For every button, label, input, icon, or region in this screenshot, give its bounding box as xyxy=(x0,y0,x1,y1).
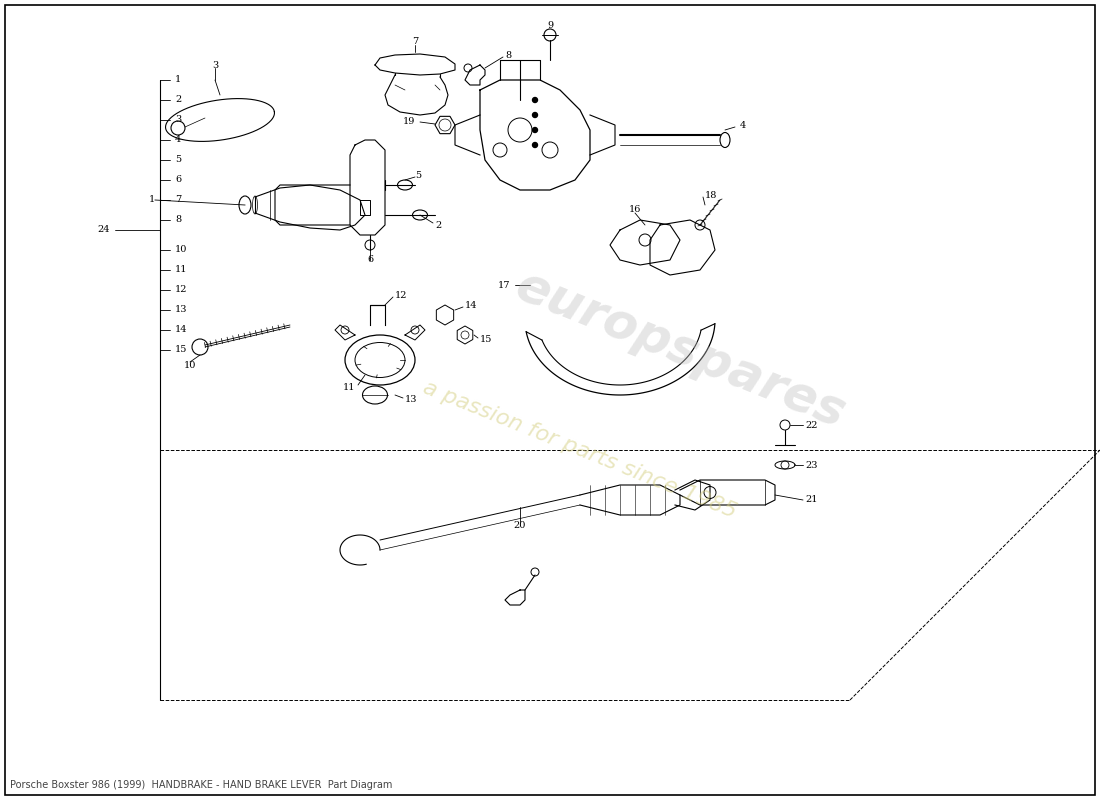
Text: 15: 15 xyxy=(480,335,493,345)
Text: Porsche Boxster 986 (1999)  HANDBRAKE - HAND BRAKE LEVER  Part Diagram: Porsche Boxster 986 (1999) HANDBRAKE - H… xyxy=(10,780,393,790)
Text: 18: 18 xyxy=(705,190,717,199)
Text: 8: 8 xyxy=(505,50,512,59)
Text: 8: 8 xyxy=(175,215,182,225)
Text: europspares: europspares xyxy=(508,262,852,438)
Text: 24: 24 xyxy=(98,226,110,234)
Text: 7: 7 xyxy=(411,38,418,46)
Text: 12: 12 xyxy=(175,286,187,294)
Text: 20: 20 xyxy=(514,521,526,530)
Text: 15: 15 xyxy=(175,346,187,354)
Text: 13: 13 xyxy=(175,306,187,314)
Text: 21: 21 xyxy=(805,495,817,505)
Text: 11: 11 xyxy=(175,266,187,274)
Text: 23: 23 xyxy=(805,461,817,470)
Text: 3: 3 xyxy=(175,115,182,125)
Text: 10: 10 xyxy=(175,246,187,254)
Circle shape xyxy=(532,127,538,133)
Text: 10: 10 xyxy=(184,361,196,370)
Text: 6: 6 xyxy=(175,175,182,185)
Text: 14: 14 xyxy=(175,326,187,334)
Text: 16: 16 xyxy=(629,206,641,214)
Text: 13: 13 xyxy=(405,395,418,405)
Text: 14: 14 xyxy=(465,301,477,310)
Text: 6: 6 xyxy=(367,255,373,265)
Circle shape xyxy=(532,142,538,147)
Text: 2: 2 xyxy=(434,221,441,230)
Circle shape xyxy=(532,98,538,102)
Text: 9: 9 xyxy=(547,21,553,30)
Text: 11: 11 xyxy=(342,383,355,393)
Text: 7: 7 xyxy=(175,195,182,205)
Text: 17: 17 xyxy=(497,281,510,290)
Text: 5: 5 xyxy=(415,170,421,179)
Text: 4: 4 xyxy=(740,121,746,130)
Text: 3: 3 xyxy=(212,61,218,70)
Text: 4: 4 xyxy=(175,135,182,145)
Text: 1: 1 xyxy=(148,195,155,205)
Text: 19: 19 xyxy=(403,118,415,126)
Text: a passion for parts since 1985: a passion for parts since 1985 xyxy=(420,378,739,522)
Text: 12: 12 xyxy=(395,290,407,299)
Text: 2: 2 xyxy=(175,95,182,105)
Text: 22: 22 xyxy=(805,421,817,430)
Circle shape xyxy=(532,113,538,118)
Text: 5: 5 xyxy=(175,155,182,165)
Text: 1: 1 xyxy=(175,75,182,85)
